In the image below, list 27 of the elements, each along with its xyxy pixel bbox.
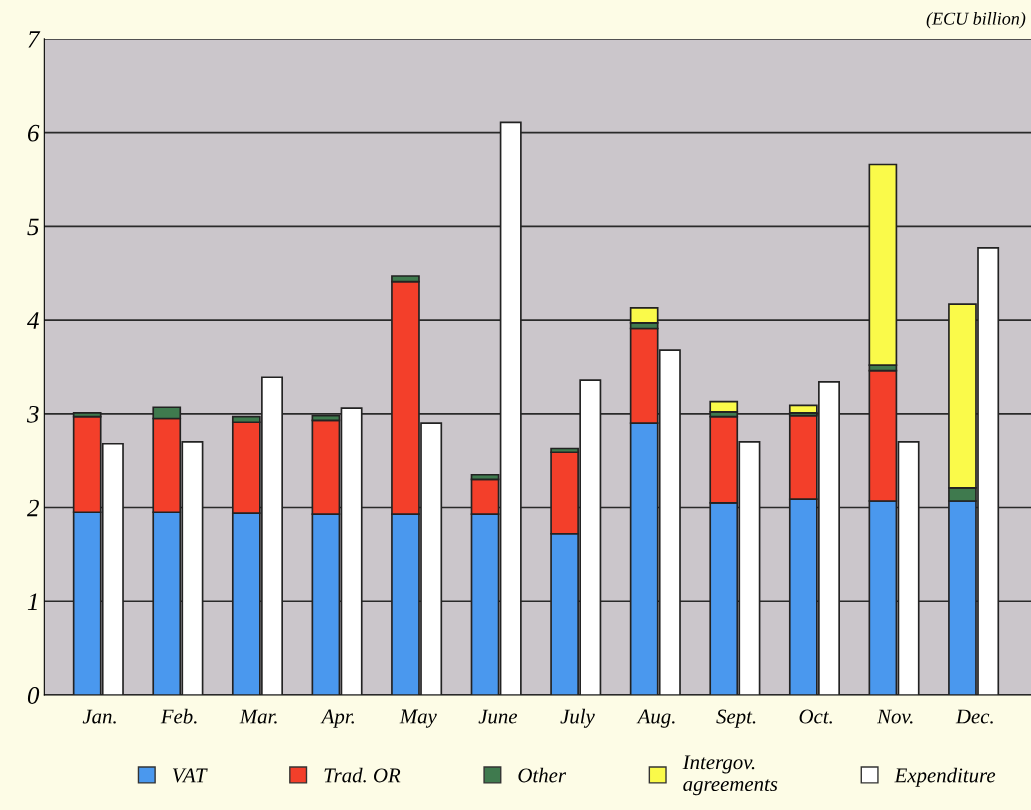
- y-tick-label: 4: [27, 312, 39, 329]
- y-tick-label: 6: [27, 124, 40, 142]
- y-tick-label: 2: [26, 499, 39, 517]
- x-tick-label: Nov.: [876, 709, 913, 724]
- legend-label: Trad. OR: [324, 767, 401, 783]
- x-tick-label: July: [560, 708, 595, 728]
- y-tick-label: 3: [26, 405, 39, 423]
- y-tick-label: 1: [27, 593, 37, 610]
- x-tick-label: Sept.: [716, 709, 756, 728]
- x-tick-label: June: [478, 709, 518, 724]
- x-tick-label: Oct.: [799, 709, 832, 724]
- legend-label: Expenditure: [894, 767, 996, 787]
- text: (ECU billion): [926, 12, 1026, 29]
- legend-label: VAT: [172, 768, 208, 783]
- y-tick-label: 5: [27, 218, 39, 236]
- x-tick-label: Dec.: [955, 709, 993, 724]
- x-tick-label: Apr.: [320, 709, 354, 728]
- x-tick-label: Mar.: [239, 709, 277, 724]
- x-tick-label: Jan.: [82, 709, 116, 724]
- x-tick-label: May: [399, 709, 437, 728]
- legend-label: Intergov. agreements: [682, 755, 778, 796]
- x-tick-label: Feb.: [160, 708, 197, 724]
- bar: [709, 400, 739, 413]
- x-tick-label: Aug.: [636, 709, 675, 728]
- legend-label: Other: [518, 767, 567, 783]
- y-tick-label: 0: [27, 687, 40, 704]
- y-tick-label: 7: [28, 31, 41, 48]
